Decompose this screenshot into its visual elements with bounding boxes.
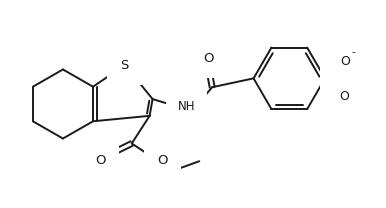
Text: O: O	[96, 154, 106, 167]
Text: O: O	[157, 154, 168, 167]
Text: NH: NH	[178, 100, 195, 113]
Text: N: N	[332, 72, 342, 85]
Text: +: +	[342, 64, 349, 73]
Text: S: S	[120, 58, 129, 72]
Text: O: O	[203, 52, 213, 65]
Text: O: O	[339, 90, 349, 103]
Text: O: O	[340, 55, 350, 68]
Text: -: -	[352, 47, 356, 57]
